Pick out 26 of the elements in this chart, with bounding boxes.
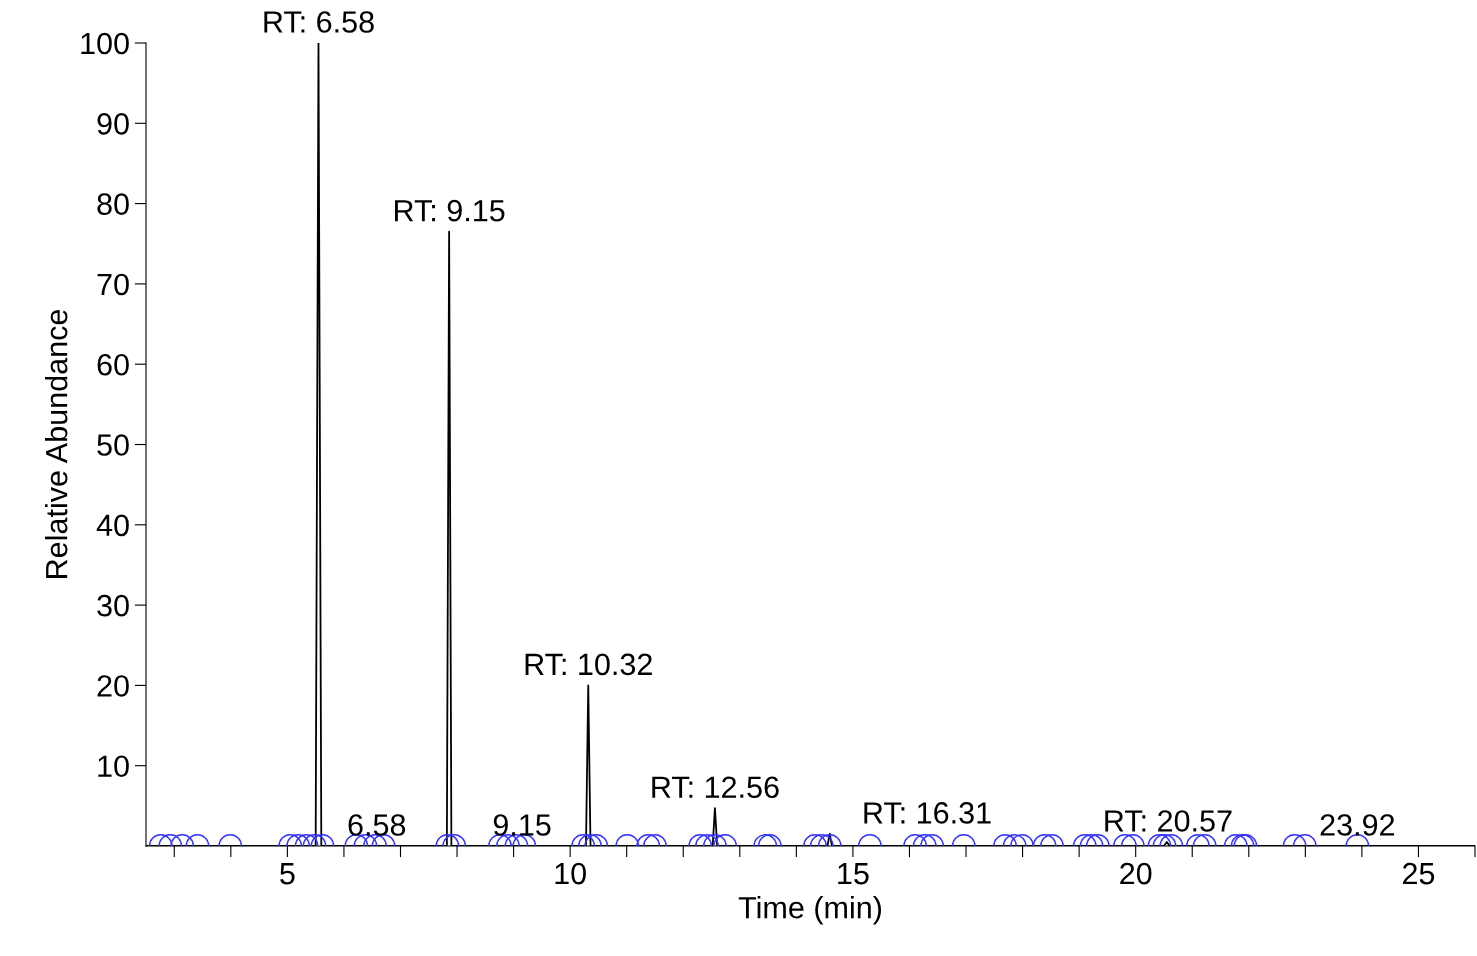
y-tick-label: 50 — [97, 434, 129, 456]
x-axis-title: Time (min) — [738, 896, 882, 925]
x-tick-label: 10 — [555, 862, 586, 885]
y-tick-label: 60 — [97, 353, 129, 376]
y-tick-label: 10 — [98, 755, 129, 778]
annotation: RT: 6.58 — [264, 11, 374, 33]
x-tick-label: 15 — [838, 863, 869, 885]
x-tick-label: 25 — [1402, 862, 1435, 885]
annotation: RT: 12.56 — [652, 776, 779, 799]
annotation: 9.15 — [493, 814, 551, 836]
x-tick-label: 5 — [280, 863, 295, 885]
y-tick-label: 80 — [97, 193, 129, 215]
y-tick-label: 30 — [97, 594, 129, 617]
annotation: RT: 9.15 — [395, 199, 505, 222]
annotation: RT: 10.32 — [525, 653, 652, 676]
y-tick-label: 100 — [81, 32, 129, 55]
annotation: 23.92 — [1320, 814, 1395, 836]
y-tick-label: 90 — [97, 113, 129, 135]
annotation: RT: 20.57 — [1105, 810, 1232, 832]
y-tick-label: 20 — [97, 675, 129, 697]
y-tick-label: 40 — [96, 514, 129, 537]
x-tick-label: 20 — [1120, 862, 1152, 885]
annotation: RT: 16.31 — [864, 802, 991, 824]
annotation: 6.58 — [348, 814, 406, 836]
y-tick-label: 70 — [97, 273, 129, 296]
y-axis-title: Relative Abundance — [45, 309, 68, 578]
